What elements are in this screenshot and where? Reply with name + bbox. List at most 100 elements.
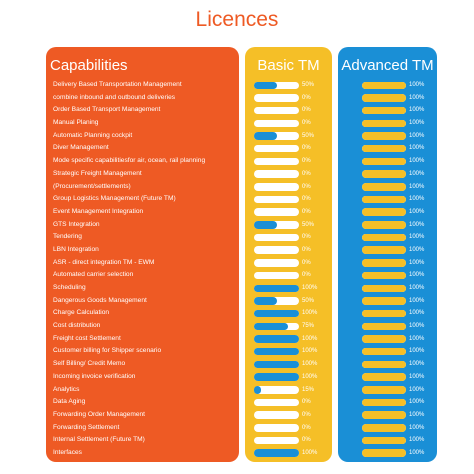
advanced-tm-progress-bar <box>362 106 406 115</box>
basic-tm-row: 100% <box>245 447 332 460</box>
advanced-tm-row: 100% <box>338 409 437 422</box>
advanced-tm-progress-bar <box>362 81 406 89</box>
basic-tm-progress-bar <box>254 221 299 229</box>
capability-label: ASR - direct integration TM - EWM <box>53 258 155 266</box>
advanced-tm-percent-label: 100% <box>409 297 425 304</box>
advanced-tm-progress-bar <box>362 373 406 381</box>
advanced-tm-progress-fill <box>362 347 406 356</box>
advanced-tm-progress-fill <box>362 170 406 178</box>
advanced-tm-percent-label: 100% <box>409 132 425 139</box>
basic-tm-percent-label: 50% <box>302 132 315 139</box>
basic-tm-row: 100% <box>245 307 332 320</box>
basic-tm-row: 100% <box>245 282 332 295</box>
advanced-tm-percent-label: 100% <box>409 437 425 444</box>
advanced-tm-progress-bar <box>362 157 406 166</box>
advanced-tm-progress-bar <box>362 119 406 128</box>
advanced-tm-percent-label: 100% <box>409 399 425 406</box>
advanced-tm-row: 100% <box>338 307 437 320</box>
basic-tm-percent-label: 100% <box>302 335 318 342</box>
advanced-tm-percent-label: 100% <box>409 373 425 380</box>
capabilities-header: Capabilities <box>50 57 128 74</box>
advanced-tm-progress-fill <box>362 81 406 89</box>
advanced-tm-progress-bar <box>362 233 406 242</box>
basic-tm-progress-bar <box>254 386 299 394</box>
basic-tm-progress-bar <box>254 284 299 292</box>
basic-tm-percent-label: 0% <box>302 208 311 215</box>
advanced-tm-row: 100% <box>338 447 437 460</box>
advanced-tm-list: 100% 100% 100% 100% 100% 100% 100% 100% 100% 100%… <box>338 79 437 460</box>
advanced-tm-progress-fill <box>362 284 406 292</box>
basic-tm-progress-bar <box>254 373 299 381</box>
advanced-tm-row: 100% <box>338 193 437 206</box>
basic-tm-percent-label: 50% <box>302 297 315 304</box>
capability-label: Freight cost Settlement <box>53 334 121 342</box>
advanced-tm-row: 100% <box>338 295 437 308</box>
advanced-tm-percent-label: 100% <box>409 170 425 177</box>
advanced-tm-progress-bar <box>362 94 406 102</box>
basic-tm-progress-fill <box>254 335 299 343</box>
capability-label: Group Logistics Management (Future TM) <box>53 195 176 203</box>
basic-tm-panel: Basic TM 50% 0% 0% 0% 50% 0% 0% 0% 0% 0% 0% 50% 0% 0%… <box>245 47 332 462</box>
basic-tm-percent-label: 0% <box>302 107 311 114</box>
basic-tm-row: 0% <box>245 244 332 257</box>
advanced-tm-row: 100% <box>338 92 437 105</box>
advanced-tm-progress-fill <box>362 271 406 280</box>
advanced-tm-percent-label: 100% <box>409 411 425 418</box>
advanced-tm-percent-label: 100% <box>409 208 425 215</box>
basic-tm-progress-bar <box>254 195 299 204</box>
basic-tm-progress-fill <box>254 81 277 89</box>
advanced-tm-progress-bar <box>362 208 406 216</box>
capability-label: Automated carrier selection <box>53 271 134 279</box>
basic-tm-progress-bar <box>254 233 299 242</box>
basic-tm-progress-bar <box>254 297 299 305</box>
basic-tm-progress-bar <box>254 309 299 318</box>
advanced-tm-progress-bar <box>362 221 406 229</box>
basic-tm-percent-label: 0% <box>302 259 311 266</box>
advanced-tm-progress-fill <box>362 373 406 381</box>
capability-label: Forwarding Settlement <box>53 423 120 431</box>
basic-tm-progress-bar <box>254 449 299 457</box>
basic-tm-progress-bar <box>254 335 299 343</box>
advanced-tm-progress-fill <box>362 132 406 140</box>
basic-tm-list: 50% 0% 0% 0% 50% 0% 0% 0% 0% 0% 0% 50% 0% 0% 0% 0% 100% 5… <box>245 79 332 460</box>
basic-tm-percent-label: 0% <box>302 411 311 418</box>
advanced-tm-row: 100% <box>338 142 437 155</box>
advanced-tm-percent-label: 100% <box>409 221 425 228</box>
basic-tm-row: 50% <box>245 79 332 92</box>
basic-tm-percent-label: 50% <box>302 221 315 228</box>
basic-tm-percent-label: 0% <box>302 234 311 241</box>
capability-label: GTS Integration <box>53 220 100 228</box>
basic-tm-percent-label: 0% <box>302 246 311 253</box>
basic-tm-progress-fill <box>254 449 299 457</box>
basic-tm-progress-bar <box>254 259 299 267</box>
basic-tm-row: 0% <box>245 181 332 194</box>
page-title: Licences <box>195 8 279 31</box>
advanced-tm-progress-bar <box>362 360 406 369</box>
capability-label: Scheduling <box>53 284 86 291</box>
capability-label: Tendering <box>53 233 82 241</box>
capability-label: Diver Management <box>53 144 109 152</box>
advanced-tm-percent-label: 100% <box>409 196 425 203</box>
advanced-tm-progress-bar <box>362 398 406 407</box>
advanced-tm-progress-bar <box>362 170 406 178</box>
basic-tm-row: 50% <box>245 295 332 308</box>
basic-tm-progress-bar <box>254 436 299 445</box>
basic-tm-row: 0% <box>245 193 332 206</box>
basic-tm-percent-label: 0% <box>302 170 311 177</box>
capabilities-panel: Capabilities Delivery Based Transportati… <box>46 47 239 462</box>
advanced-tm-percent-label: 100% <box>409 285 425 291</box>
basic-tm-row: 50% <box>245 219 332 232</box>
advanced-tm-row: 100% <box>338 130 437 143</box>
basic-tm-progress-bar <box>254 424 299 432</box>
advanced-tm-progress-bar <box>362 246 406 254</box>
basic-tm-progress-bar <box>254 81 299 89</box>
advanced-tm-percent-label: 100% <box>409 272 425 279</box>
advanced-tm-progress-fill <box>362 246 406 254</box>
basic-tm-row: 0% <box>245 269 332 282</box>
advanced-tm-row: 100% <box>338 358 437 371</box>
advanced-tm-progress-bar <box>362 271 406 280</box>
advanced-tm-percent-label: 100% <box>409 246 425 253</box>
basic-tm-progress-bar <box>254 271 299 280</box>
advanced-tm-row: 100% <box>338 282 437 295</box>
advanced-tm-row: 100% <box>338 155 437 168</box>
